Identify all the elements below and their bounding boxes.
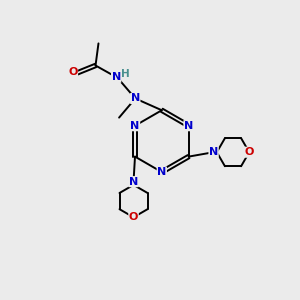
Text: N: N <box>184 121 193 131</box>
Text: N: N <box>157 167 167 177</box>
Text: N: N <box>112 72 121 82</box>
Text: H: H <box>122 69 130 79</box>
Text: O: O <box>244 147 254 157</box>
Text: N: N <box>209 147 218 157</box>
Text: O: O <box>129 212 138 222</box>
Text: O: O <box>68 67 77 77</box>
Text: N: N <box>129 177 138 187</box>
Text: N: N <box>130 121 140 131</box>
Text: N: N <box>131 94 140 103</box>
